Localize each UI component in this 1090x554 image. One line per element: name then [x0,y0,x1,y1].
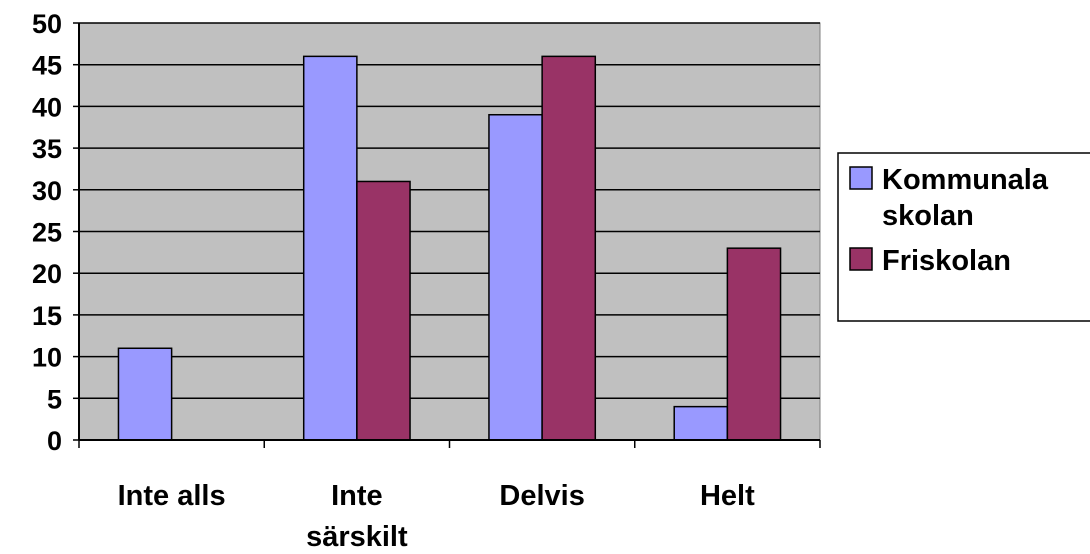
bar-friskolan-1 [356,180,411,441]
bars [117,55,782,441]
y-tick-label: 30 [32,176,62,206]
legend: Kommunala skolan Friskolan [837,152,1090,322]
gridlines [73,22,820,441]
y-tick-label: 10 [32,343,62,373]
x-tick-label: Inte alls [118,480,226,512]
y-tick-label: 35 [32,134,62,164]
legend-label: Kommunala skolan [882,164,1049,232]
axes [78,23,821,448]
legend-label: Friskolan [882,245,1011,277]
x-tick-label: Delvis [499,480,584,512]
legend-swatch [849,247,873,271]
y-tick-label: 5 [47,384,62,414]
y-tick-label: 50 [32,9,62,39]
y-axis-tick-labels: 0 5 10 15 20 25 30 35 40 45 50 [32,9,62,456]
legend-box [837,152,1090,322]
y-tick-label: 25 [32,218,62,248]
legend-swatch [849,166,873,190]
y-tick-label: 0 [47,426,62,456]
x-tick-label: Helt [700,480,755,512]
bar-kommunala-0 [117,347,173,441]
y-tick-label: 15 [32,301,62,331]
bar-kommunala-1 [302,55,358,441]
bar-friskolan-2 [541,55,597,441]
x-tick-label: Inte särskilt [306,480,408,553]
bar-friskolan-3 [726,247,782,441]
y-tick-label: 20 [32,259,62,289]
bar-kommunala-3 [673,405,729,441]
y-tick-label: 45 [32,51,62,81]
plot-area [73,22,821,448]
y-tick-label: 40 [32,92,62,122]
bar-kommunala-2 [488,113,543,441]
x-axis-tick-labels: Inte alls Inte särskilt Delvis Helt [118,480,755,553]
